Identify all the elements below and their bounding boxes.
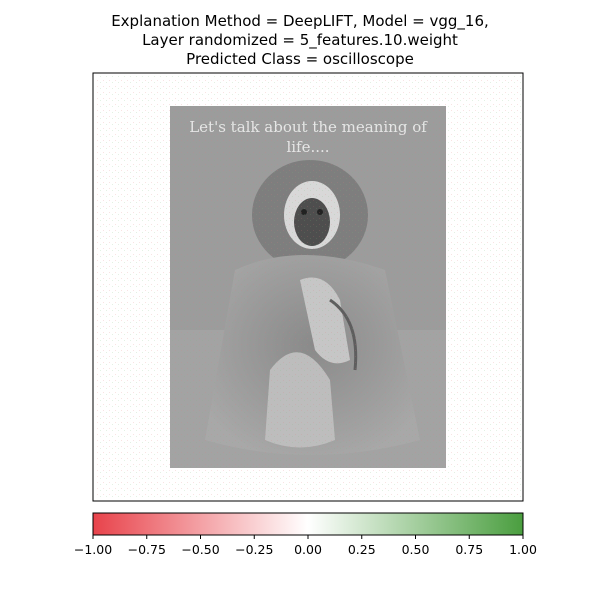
colorbar: −1.00 −0.75 −0.50 −0.25 0.00 0.25 0.50 0.75 1.00 — [74, 512, 537, 557]
colorbar-tick-label: 0.75 — [455, 542, 483, 557]
colorbar-tick-label: −0.75 — [128, 542, 166, 557]
attribution-overlay — [170, 106, 446, 468]
colorbar-tick-label: −1.00 — [74, 542, 112, 557]
chart-title: Explanation Method = DeepLIFT, Model = v… — [0, 12, 600, 69]
title-line-3: Predicted Class = oscilloscope — [186, 50, 414, 68]
heatmap-panel: Let's talk about the meaning of life.... — [92, 72, 524, 502]
colorbar-tick-label: 1.00 — [509, 542, 537, 557]
heatmap-axes-frame — [92, 72, 524, 502]
colorbar-tick-label: 0.25 — [348, 542, 376, 557]
title-line-2: Layer randomized = 5_features.10.weight — [142, 31, 458, 49]
colorbar-tick-label: −0.25 — [235, 542, 273, 557]
colorbar-tick-label: −0.50 — [181, 542, 219, 557]
colorbar-gradient — [93, 513, 523, 535]
colorbar-ticks: −1.00 −0.75 −0.50 −0.25 0.00 0.25 0.50 0.75 1.00 — [74, 535, 537, 557]
colorbar-tick-label: 0.00 — [294, 542, 322, 557]
colorbar-tick-label: 0.50 — [402, 542, 430, 557]
title-line-1: Explanation Method = DeepLIFT, Model = v… — [111, 12, 489, 30]
